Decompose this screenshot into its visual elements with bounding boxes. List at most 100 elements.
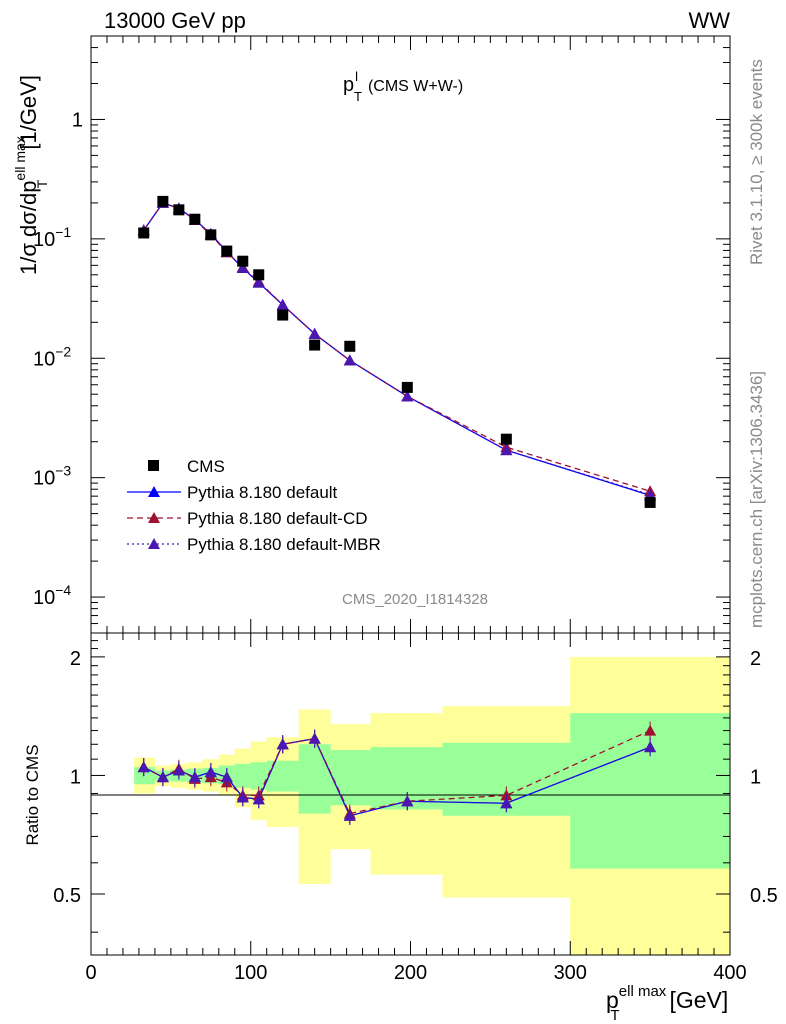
ratio-band-green — [298, 744, 331, 814]
main-series-marker — [236, 262, 249, 274]
cms-data-point — [138, 227, 150, 239]
main-y-tick-base: 10 — [33, 348, 55, 370]
ratio-band-green — [234, 763, 251, 788]
ratio-y-tick-label-right: 1 — [750, 766, 761, 788]
main-y-label-pre: 1/σ dσ/dp — [16, 181, 41, 275]
ratio-bands — [134, 656, 730, 955]
cms-data-point — [644, 496, 656, 508]
ratio-series-marker — [308, 732, 321, 744]
ratio-series-marker — [156, 771, 169, 783]
main-plot-panel: 110−110−210−310−4 pl T(CMS W+W-) CMS_2020… — [12, 35, 731, 634]
cms-data-point — [344, 340, 356, 352]
cms-data-point — [237, 255, 249, 267]
ratio-band-green — [330, 750, 371, 806]
main-y-tick-label: 10−2 — [33, 343, 71, 370]
main-y-label-unit: [1/GeV] — [16, 75, 41, 150]
x-tick-label: 200 — [394, 962, 427, 984]
ratio-series-marker — [220, 771, 233, 783]
ratio-series-marker — [252, 793, 265, 805]
cms-data-point — [157, 195, 169, 207]
main-y-label-sup: ell max — [12, 136, 28, 180]
main-y-tick-label: 1 — [72, 109, 83, 131]
main-plot-ticks: 110−110−210−310−4 — [33, 35, 731, 634]
main-series-marker — [401, 390, 414, 402]
legend: CMS Pythia 8.180 default Pythia 8.180 defa… — [127, 457, 381, 554]
header-left: 13000 GeV pp — [104, 8, 246, 33]
ratio-y-tick-label: 0.5 — [53, 885, 81, 907]
ratio-series-marker — [644, 724, 657, 736]
ratio-series-marker — [172, 764, 185, 776]
x-axis-label: pell max T [GeV] — [606, 983, 728, 1024]
x-tick-label: 400 — [713, 962, 746, 984]
ratio-band-green — [250, 762, 267, 790]
plot-title-sup: l — [355, 69, 358, 84]
main-plot-marks — [137, 195, 657, 508]
ratio-series-marker — [401, 795, 414, 807]
cms-data-point — [277, 309, 289, 321]
header-right: WW — [688, 8, 730, 33]
ratio-y-axis-label: Ratio to CMS — [23, 744, 42, 845]
plot-title-rest: (CMS W+W-) — [368, 78, 463, 95]
main-series-line — [143, 202, 651, 492]
ratio-series-marker — [188, 771, 201, 783]
main-y-tick-label: 10−4 — [33, 582, 71, 609]
ratio-y-tick-label: 1 — [70, 766, 81, 788]
cms-data-point — [309, 339, 321, 351]
main-series-marker — [276, 298, 289, 310]
ratio-band-green — [266, 760, 299, 792]
rivet-label: Rivet 3.1.10, ≥ 300k events — [747, 59, 766, 265]
x-tick-label: 100 — [234, 962, 267, 984]
main-series-line — [143, 202, 651, 497]
main-series-marker — [343, 354, 356, 366]
x-label-unit: [GeV] — [669, 987, 728, 1013]
main-y-label-sub: T — [34, 179, 50, 188]
ratio-series-marker — [343, 809, 356, 821]
x-label-sub: T — [610, 1007, 619, 1024]
plot-title: pl T (CMS W+W-) — [343, 69, 463, 104]
ratio-series-marker — [500, 797, 513, 809]
mcplots-label: mcplots.cern.ch [arXiv:1306.3436] — [747, 371, 766, 628]
main-series-marker — [644, 488, 657, 500]
ratio-y-tick-label-right: 2 — [750, 648, 761, 670]
legend-marker — [148, 486, 160, 497]
legend-marker — [148, 538, 160, 549]
ratio-series-marker — [276, 738, 289, 750]
ratio-series-marker — [236, 791, 249, 803]
ratio-plot-panel: 0.5 0.5 1 1 2 2 0 100 200 300 400 Ratio to CMS pel… — [23, 632, 778, 1024]
ratio-series-marker — [204, 766, 217, 778]
main-y-tick-label: 10−1 — [33, 224, 71, 251]
main-series-marker — [308, 327, 321, 339]
cms-data-point — [500, 433, 512, 445]
main-y-tick-label: 10−3 — [33, 463, 71, 490]
ratio-series-marker — [137, 761, 150, 773]
cms-data-point — [221, 245, 233, 257]
ratio-y-tick-label-right: 0.5 — [750, 885, 778, 907]
legend-entry-label: Pythia 8.180 default — [187, 483, 338, 502]
main-y-tick-exp: −2 — [55, 343, 71, 359]
legend-marker-cms — [148, 460, 159, 471]
legend-marker — [148, 512, 160, 523]
x-label-p: p — [606, 987, 619, 1013]
x-label-sup: ell max — [619, 983, 667, 1000]
main-series-marker — [252, 276, 265, 288]
main-y-tick-exp: −3 — [55, 463, 71, 479]
legend-entry-label: CMS — [187, 457, 225, 476]
legend-entry-label: Pythia 8.180 default-MBR — [187, 535, 381, 554]
ratio-plot-marks — [137, 721, 657, 825]
ratio-plot-ticks: 0.5 0.5 1 1 2 2 0 100 200 300 400 — [53, 633, 778, 984]
cms-data-point — [189, 213, 201, 225]
ratio-y-tick-label: 2 — [70, 648, 81, 670]
cms-data-point — [401, 381, 413, 393]
main-y-tick-base: 10 — [33, 468, 55, 490]
cms-data-point — [173, 204, 185, 216]
main-y-tick-base: 10 — [33, 587, 55, 609]
main-y-tick-exp: −4 — [55, 582, 71, 598]
cms-data-point — [205, 229, 217, 241]
plot-title-p: p — [343, 74, 354, 96]
main-y-axis-label: 1/σ dσ/dpell max T [1/GeV] — [12, 75, 50, 275]
analysis-label: CMS_2020_I1814328 — [342, 591, 488, 608]
main-series-line — [143, 202, 651, 496]
main-y-tick-base: 10 — [33, 229, 55, 251]
legend-entry-label: Pythia 8.180 default-CD — [187, 509, 368, 528]
